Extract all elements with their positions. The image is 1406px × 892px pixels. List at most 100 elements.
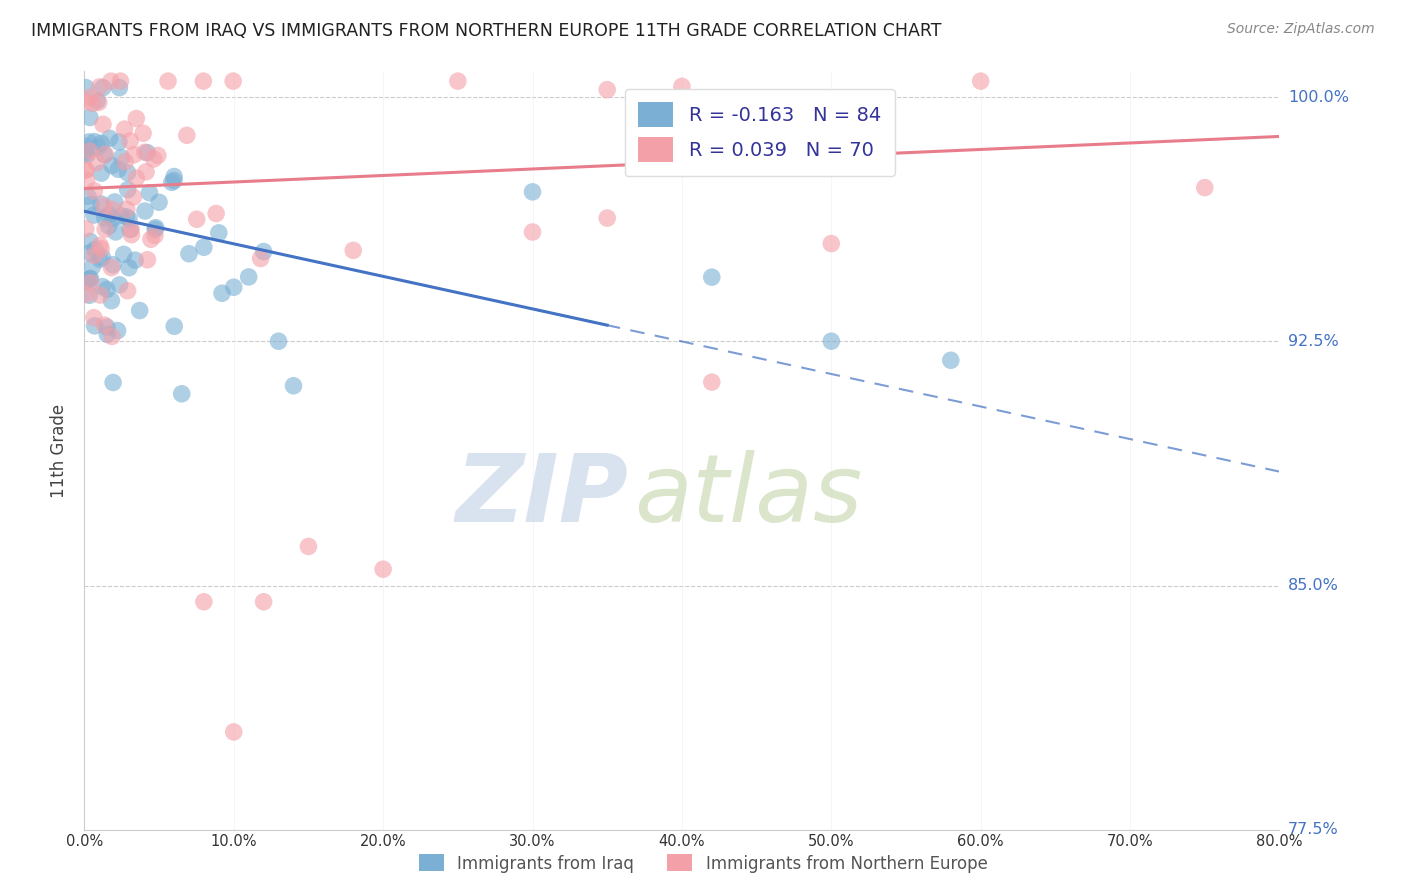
Point <box>83 318 105 333</box>
Point <box>93 211 115 225</box>
Point <box>89 288 111 302</box>
Point <box>160 175 183 189</box>
Point <box>112 247 135 261</box>
Point <box>84 243 107 257</box>
Point <box>75 80 97 95</box>
Point <box>143 222 166 236</box>
Point <box>98 131 121 145</box>
Point <box>186 212 208 227</box>
Point <box>121 227 143 242</box>
Point <box>91 117 114 131</box>
Point <box>522 225 544 239</box>
Point <box>205 206 228 220</box>
Point <box>163 169 186 184</box>
Point <box>82 260 104 274</box>
Point <box>86 94 108 108</box>
Point <box>447 74 470 88</box>
Point <box>101 159 124 173</box>
Point <box>97 208 120 222</box>
Point <box>125 171 148 186</box>
Point <box>89 252 111 267</box>
Point <box>283 378 305 392</box>
Point <box>93 199 115 213</box>
Point <box>89 79 111 94</box>
Point <box>120 134 142 148</box>
Text: Source: ZipAtlas.com: Source: ZipAtlas.com <box>1227 22 1375 37</box>
Point <box>222 74 245 88</box>
Point <box>297 540 319 554</box>
Point <box>83 135 105 149</box>
Point <box>128 303 150 318</box>
Point <box>145 220 167 235</box>
Point <box>91 251 114 265</box>
Point <box>114 154 136 169</box>
Legend: R = -0.163   N = 84, R = 0.039   N = 70: R = -0.163 N = 84, R = 0.039 N = 70 <box>624 88 894 176</box>
Point <box>101 258 124 272</box>
Point <box>117 183 139 197</box>
Point <box>136 145 159 160</box>
Point <box>134 204 156 219</box>
Point <box>138 186 160 200</box>
Point <box>108 80 131 95</box>
Point <box>117 284 139 298</box>
Point <box>83 310 105 325</box>
Point <box>79 144 101 158</box>
Point <box>118 260 141 275</box>
Text: IMMIGRANTS FROM IRAQ VS IMMIGRANTS FROM NORTHERN EUROPE 11TH GRADE CORRELATION C: IMMIGRANTS FROM IRAQ VS IMMIGRANTS FROM … <box>31 22 942 40</box>
Point <box>125 112 148 126</box>
Point <box>107 324 129 338</box>
Point <box>700 375 723 389</box>
Point <box>91 80 114 95</box>
Point <box>82 96 104 111</box>
Point <box>76 173 98 187</box>
Point <box>101 329 124 343</box>
Point <box>820 236 842 251</box>
Point <box>342 244 364 258</box>
Point <box>222 280 245 294</box>
Point <box>157 74 180 88</box>
Point <box>90 242 112 256</box>
Point <box>249 252 271 266</box>
Point <box>104 194 127 209</box>
Point <box>79 272 101 286</box>
Text: 77.5%: 77.5% <box>1288 822 1339 837</box>
Point <box>970 74 993 88</box>
Point <box>124 253 146 268</box>
Point <box>135 165 157 179</box>
Point <box>97 219 120 233</box>
Point <box>193 240 215 254</box>
Point <box>101 376 124 390</box>
Point <box>115 202 138 217</box>
Point <box>87 95 110 110</box>
Point <box>75 146 97 161</box>
Point <box>253 244 276 259</box>
Point <box>211 286 233 301</box>
Point <box>83 184 105 198</box>
Point <box>120 222 142 236</box>
Point <box>132 126 155 140</box>
Point <box>522 185 544 199</box>
Point <box>122 147 145 161</box>
Point <box>115 210 138 224</box>
Point <box>75 139 97 153</box>
Point <box>176 128 198 143</box>
Point <box>114 122 136 136</box>
Point <box>86 140 108 154</box>
Text: 85.0%: 85.0% <box>1288 578 1339 593</box>
Point <box>596 211 619 225</box>
Point <box>163 173 186 187</box>
Point <box>107 162 129 177</box>
Point <box>108 277 131 292</box>
Point <box>94 222 117 236</box>
Point <box>120 222 142 236</box>
Point <box>193 74 215 88</box>
Text: atlas: atlas <box>634 450 862 541</box>
Point <box>79 235 101 249</box>
Point <box>89 238 111 252</box>
Point <box>100 74 122 88</box>
Point <box>79 90 101 104</box>
Point <box>75 163 97 178</box>
Point <box>75 221 97 235</box>
Point <box>110 209 132 223</box>
Point <box>177 246 200 260</box>
